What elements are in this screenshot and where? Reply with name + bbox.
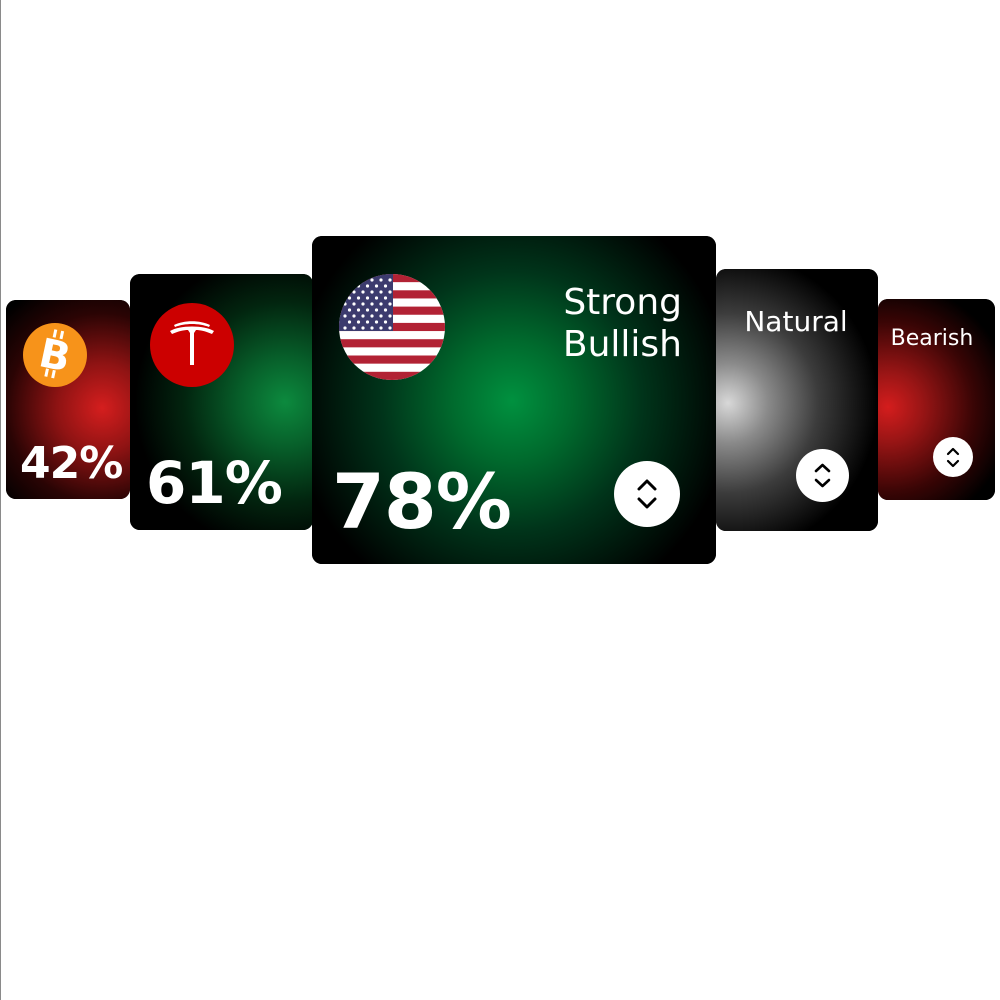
sentiment-card-bitcoin[interactable]: B 42% bbox=[6, 300, 130, 499]
us-flag-icon bbox=[339, 274, 445, 380]
sentiment-card-bearish[interactable]: Bearish bbox=[878, 299, 995, 500]
bitcoin-icon: B bbox=[22, 322, 88, 388]
percent-value: 42% bbox=[20, 438, 123, 489]
sort-stepper-button[interactable] bbox=[614, 461, 680, 527]
percent-value: 78% bbox=[332, 457, 512, 546]
percent-value: 61% bbox=[146, 449, 283, 517]
sentiment-label: Bearish bbox=[890, 326, 974, 351]
page-left-border bbox=[0, 0, 1, 1000]
sort-stepper-button[interactable] bbox=[796, 449, 849, 502]
card-glow bbox=[716, 269, 878, 531]
tesla-icon bbox=[150, 303, 234, 387]
sentiment-label: Strong Bullish bbox=[563, 282, 682, 367]
sort-stepper-button[interactable] bbox=[933, 437, 973, 477]
sentiment-card-us[interactable]: Strong Bullish 78% bbox=[312, 236, 716, 564]
sentiment-line-2: Bullish bbox=[562, 324, 682, 366]
sentiment-line-1: Strong bbox=[563, 282, 682, 323]
chevron-up-down-icon bbox=[637, 479, 657, 509]
chevron-up-down-icon bbox=[814, 463, 831, 488]
sentiment-card-natural[interactable]: Natural bbox=[716, 269, 878, 531]
chevron-up-down-icon bbox=[946, 447, 960, 468]
sentiment-label: Natural bbox=[744, 305, 848, 338]
sentiment-card-tesla[interactable]: 61% bbox=[130, 274, 313, 530]
